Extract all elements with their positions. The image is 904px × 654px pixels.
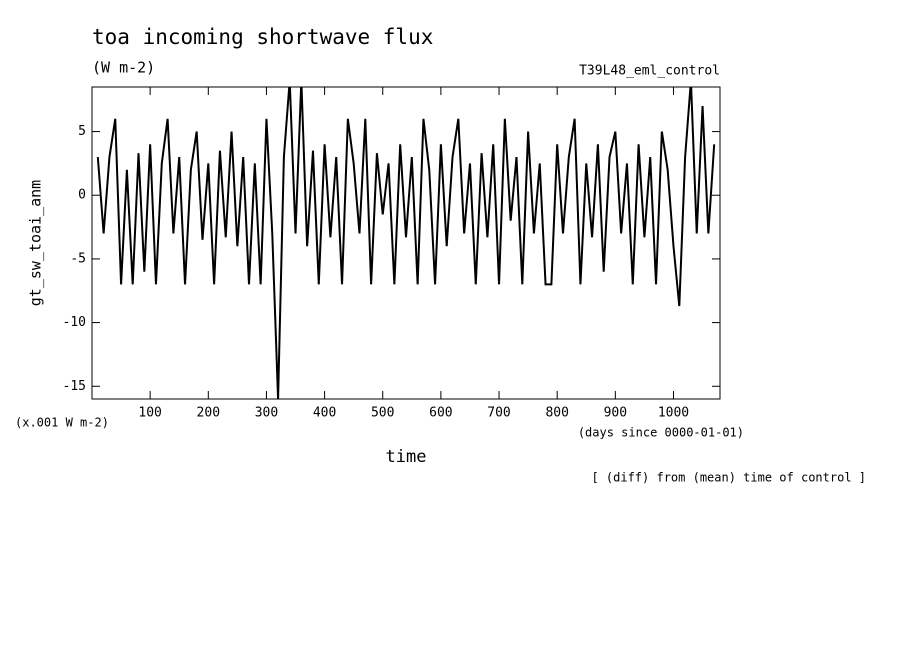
y-tick-label: 5 <box>78 124 86 139</box>
chart-title: toa incoming shortwave flux <box>92 25 433 49</box>
y-tick-label: -10 <box>63 315 86 330</box>
x-axis-label: time <box>386 447 427 467</box>
x-tick-label: 600 <box>429 406 452 421</box>
y-tick-label: -15 <box>63 379 86 394</box>
x-tick-label: 1000 <box>658 406 689 421</box>
footnote: [ (diff) from (mean) time of control ] <box>591 471 866 485</box>
y-unit: (x.001 W m-2) <box>15 416 109 430</box>
plot-frame <box>91 86 721 400</box>
x-tick-label: 800 <box>545 406 568 421</box>
x-tick-label: 300 <box>255 406 278 421</box>
data-line <box>96 87 716 399</box>
x-tick-label: 400 <box>313 406 336 421</box>
run-label: T39L48_eml_control <box>579 64 720 79</box>
y-tick-label: 0 <box>78 188 86 203</box>
subtitle: (W m-2) <box>92 59 155 77</box>
y-axis-label: gt_sw_toai_anm <box>27 180 45 306</box>
x-tick-label: 200 <box>197 406 220 421</box>
x-unit: (days since 0000-01-01) <box>578 426 744 440</box>
x-tick-label: 700 <box>487 406 510 421</box>
y-tick-label: -5 <box>70 251 86 266</box>
x-tick-label: 500 <box>371 406 394 421</box>
x-tick-label: 100 <box>138 406 161 421</box>
x-tick-label: 900 <box>604 406 627 421</box>
